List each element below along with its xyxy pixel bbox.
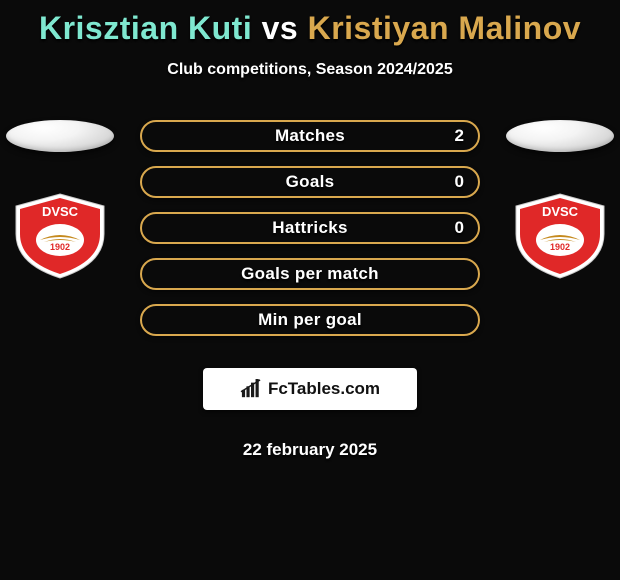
title-player-a: Krisztian Kuti	[39, 10, 252, 46]
stat-label: Hattricks	[272, 218, 347, 238]
player-a-avatar-placeholder	[6, 120, 114, 152]
stat-label: Matches	[275, 126, 345, 146]
player-b-club-badge: DVSC 1902	[510, 192, 610, 280]
badge-year: 1902	[50, 242, 70, 252]
stat-label: Goals	[286, 172, 335, 192]
player-b-column: DVSC 1902	[500, 120, 620, 280]
page-title: Krisztian Kuti vs Kristiyan Malinov	[0, 0, 620, 47]
stat-row-hattricks: Hattricks 0	[140, 212, 480, 244]
stat-label: Min per goal	[258, 310, 362, 330]
svg-text:1902: 1902	[550, 242, 570, 252]
player-a-club-badge: DVSC 1902	[10, 192, 110, 280]
title-player-b: Kristiyan Malinov	[308, 10, 581, 46]
player-b-avatar-placeholder	[506, 120, 614, 152]
stats-bars: Matches 2 Goals 0 Hattricks 0 Goals per …	[140, 120, 480, 460]
stat-label: Goals per match	[241, 264, 379, 284]
stat-row-min-per-goal: Min per goal	[140, 304, 480, 336]
subtitle: Club competitions, Season 2024/2025	[0, 61, 620, 79]
shield-icon: DVSC 1902	[510, 192, 610, 280]
shield-icon: DVSC 1902	[10, 192, 110, 280]
brand-box: FcTables.com	[203, 368, 417, 410]
stat-row-matches: Matches 2	[140, 120, 480, 152]
stat-row-goals-per-match: Goals per match	[140, 258, 480, 290]
brand-text: FcTables.com	[268, 379, 380, 399]
date: 22 february 2025	[140, 440, 480, 460]
badge-top-text: DVSC	[42, 204, 79, 219]
svg-text:DVSC: DVSC	[542, 204, 579, 219]
player-a-column: DVSC 1902	[0, 120, 120, 280]
stat-value: 0	[455, 172, 464, 192]
stat-row-goals: Goals 0	[140, 166, 480, 198]
stat-value: 0	[455, 218, 464, 238]
stat-value: 2	[455, 126, 464, 146]
title-vs: vs	[262, 10, 299, 46]
bar-chart-icon	[240, 379, 262, 399]
